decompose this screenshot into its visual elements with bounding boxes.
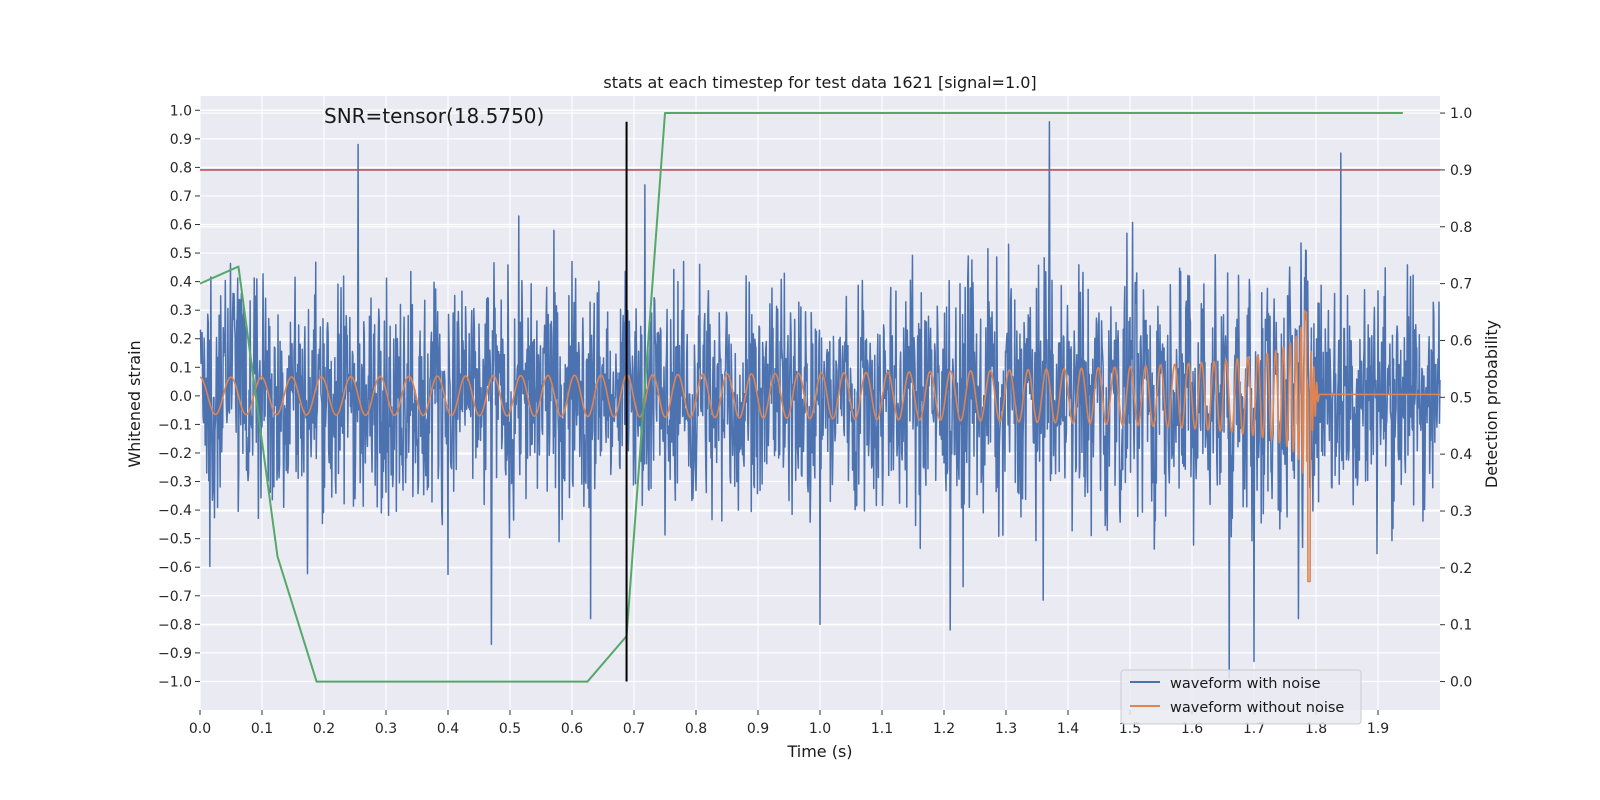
y-tick-label: −0.9: [158, 646, 192, 662]
y2-tick-label: 0.5: [1450, 390, 1472, 406]
y-tick-label: −0.5: [158, 532, 192, 548]
snr-annotation: SNR=tensor(18.5750): [324, 104, 544, 128]
x-tick-label: 0.7: [623, 721, 645, 737]
y-tick-label: −0.3: [158, 475, 192, 491]
y2-tick-label: 0.2: [1450, 561, 1472, 577]
x-tick-label: 0.0: [189, 721, 211, 737]
series-detection-probability: [199, 112, 1403, 683]
y-tick-label: −0.6: [158, 560, 192, 576]
x-tick-label: 1.5: [1119, 721, 1141, 737]
y-tick-label: 0.8: [170, 160, 192, 176]
y2-tick-label: 0.9: [1450, 163, 1472, 179]
x-tick-label: 1.2: [933, 721, 955, 737]
x-tick-label: 1.0: [809, 721, 831, 737]
ticks: 0.0 0.1 0.2 0.3 0.4 0.5 0.6 0.7 0.8 0.9 1.0 1.1 1.2 1…: [158, 103, 1472, 737]
y-tick-label: −0.4: [158, 503, 192, 519]
x-tick-label: 0.3: [375, 721, 397, 737]
x-tick-label: 1.3: [995, 721, 1017, 737]
y2-tick-label: 0.8: [1450, 220, 1472, 236]
x-tick-label: 0.2: [313, 721, 335, 737]
y-tick-label: −0.7: [158, 589, 192, 605]
x-tick-label: 1.1: [871, 721, 893, 737]
x-tick-label: 1.8: [1305, 721, 1327, 737]
y2-tick-label: 0.3: [1450, 504, 1472, 520]
series-layer: [199, 112, 1441, 683]
x-tick-label: 1.7: [1243, 721, 1265, 737]
chart-title: stats at each timestep for test data 162…: [603, 73, 1036, 92]
y-tick-label: 0.7: [170, 189, 192, 205]
y-axis-label: Whitened strain: [125, 340, 144, 467]
y-tick-label: 0.2: [170, 332, 192, 348]
y2-tick-label: 0.6: [1450, 333, 1472, 349]
y-tick-label: 0.3: [170, 303, 192, 319]
y2-tick-label: 1.0: [1450, 106, 1472, 122]
x-tick-label: 1.9: [1367, 721, 1389, 737]
y-tick-label: 0.9: [170, 132, 192, 148]
y2-tick-label: 0.0: [1450, 675, 1472, 691]
x-tick-label: 0.6: [561, 721, 583, 737]
x-tick-label: 0.5: [499, 721, 521, 737]
x-axis-label: Time (s): [786, 742, 852, 761]
y-tick-label: 0.1: [170, 360, 192, 376]
x-tick-label: 0.9: [747, 721, 769, 737]
series-waveform-with-noise: [199, 120, 1441, 680]
y2-tick-label: 0.4: [1450, 447, 1472, 463]
legend-label-clean: waveform without noise: [1170, 700, 1344, 716]
x-tick-label: 0.8: [685, 721, 707, 737]
x-tick-label: 1.4: [1057, 721, 1079, 737]
x-tick-label: 0.1: [251, 721, 273, 737]
legend-label-noisy: waveform with noise: [1170, 676, 1321, 692]
series-waveform-without-noise: [199, 309, 1441, 583]
legend: waveform with noise waveform without noi…: [1120, 669, 1362, 725]
y2-axis-label: Detection probability: [1482, 320, 1501, 488]
y-tick-label: −0.8: [158, 617, 192, 633]
x-tick-label: 0.4: [437, 721, 459, 737]
y-tick-label: 1.0: [170, 103, 192, 119]
y-tick-label: −0.1: [158, 417, 192, 433]
y2-tick-label: 0.7: [1450, 277, 1472, 293]
x-tick-label: 1.6: [1181, 721, 1203, 737]
y-tick-label: 0.0: [170, 389, 192, 405]
y-tick-label: 0.5: [170, 246, 192, 262]
legend-box: [1120, 669, 1362, 725]
y2-tick-label: 0.1: [1450, 618, 1472, 634]
y-tick-label: −0.2: [158, 446, 192, 462]
y-tick-label: 0.6: [170, 218, 192, 234]
y-tick-label: −1.0: [158, 674, 192, 690]
y-tick-label: 0.4: [170, 275, 192, 291]
